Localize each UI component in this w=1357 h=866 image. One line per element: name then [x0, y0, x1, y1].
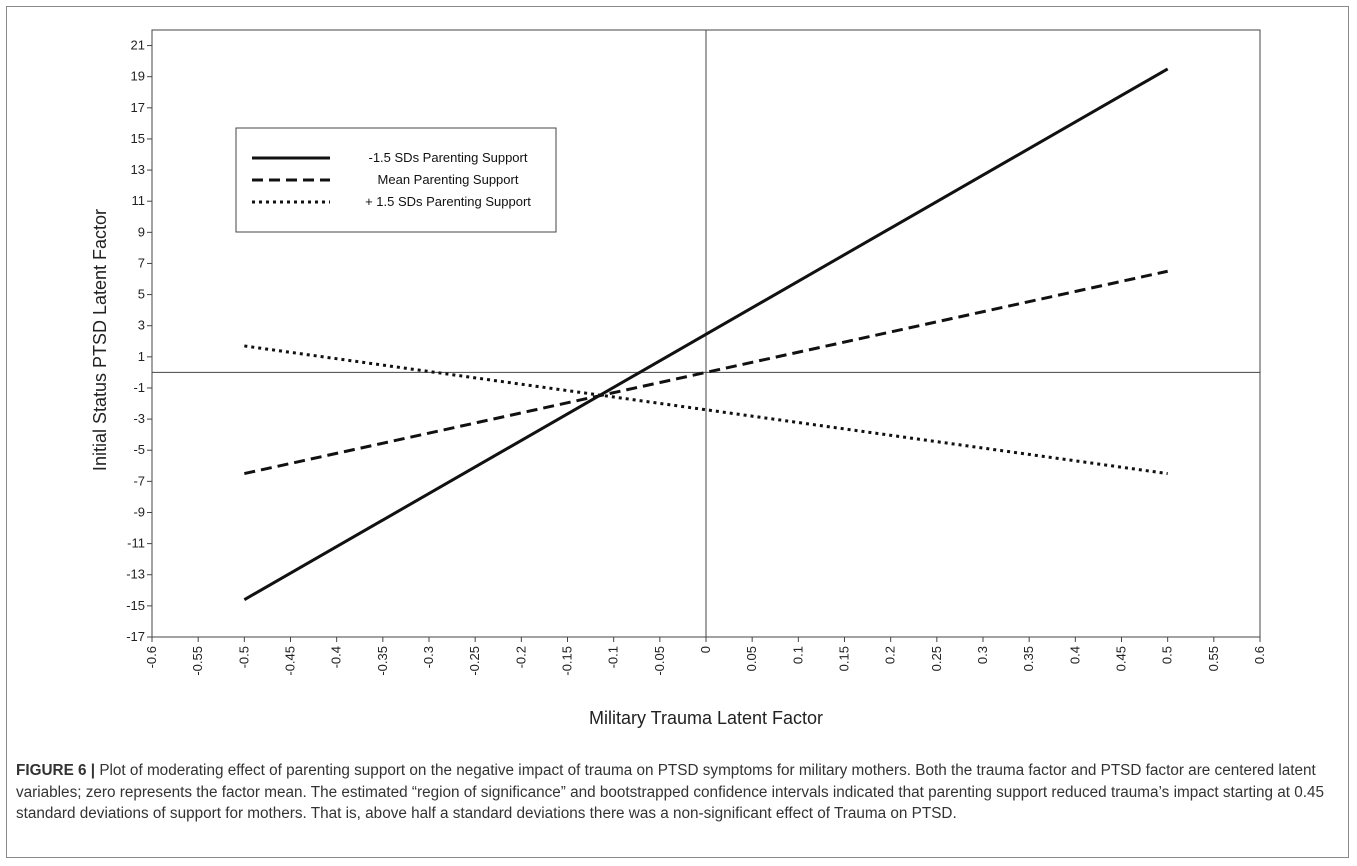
x-tick-label: 0 [698, 646, 713, 653]
x-tick-label: -0.25 [467, 646, 482, 676]
y-axis-ticks: 21 19 17 15 13 11 9 7 5 3 1 -1 -3 -5 -7 -9 -11 -13 -15 -17 [126, 38, 152, 644]
y-tick-label: 15 [131, 131, 145, 146]
x-tick-label: -0.4 [329, 646, 344, 668]
y-axis-label: Initial Status PTSD Latent Factor [90, 209, 110, 471]
y-tick-label: 7 [138, 255, 145, 270]
x-tick-label: 0.15 [837, 646, 852, 671]
y-tick-label: -15 [126, 598, 145, 613]
y-tick-label: -1 [133, 380, 145, 395]
x-tick-label: -0.45 [283, 646, 298, 676]
y-tick-label: 19 [131, 69, 145, 84]
y-tick-label: 17 [131, 100, 145, 115]
y-tick-label: 3 [138, 318, 145, 333]
x-tick-label: -0.5 [236, 646, 251, 668]
y-tick-label: -5 [133, 442, 145, 457]
x-axis-ticks: -0.6 -0.55 -0.5 -0.45 -0.4 -0.35 -0.3 -0.25 -0.2… [144, 637, 1267, 676]
series-line-2 [244, 269, 1168, 476]
x-tick-label: 0.05 [744, 646, 759, 671]
y-tick-label: -7 [133, 473, 145, 488]
legend-label-1: -1.5 SDs Parenting Support [369, 150, 528, 165]
x-tick-label: -0.05 [652, 646, 667, 676]
x-tick-label: -0.2 [513, 646, 528, 668]
y-tick-label: 21 [131, 38, 145, 53]
x-tick-label: 0.35 [1021, 646, 1036, 671]
x-tick-label: -0.15 [560, 646, 575, 676]
y-tick-label: 1 [138, 349, 145, 364]
x-tick-label: 0.5 [1160, 646, 1175, 664]
legend-entries: -1.5 SDs Parenting Support Mean Parenting… [252, 150, 531, 209]
y-tick-label: 5 [138, 287, 145, 302]
y-tick-label: 9 [138, 224, 145, 239]
x-tick-label: 0.55 [1206, 646, 1221, 671]
series-line-3 [244, 344, 1168, 476]
x-tick-label: -0.1 [606, 646, 621, 668]
x-tick-label: -0.55 [190, 646, 205, 676]
chart: 21191715131197531-1-3-5-7-9-11-13-15-17 … [90, 29, 1267, 728]
figure-caption: FIGURE 6 | Plot of moderating effect of … [16, 760, 1336, 825]
x-tick-label: 0.2 [883, 646, 898, 664]
legend-label-3: + 1.5 SDs Parenting Support [365, 194, 531, 209]
figure-frame [6, 6, 1349, 858]
caption-label: FIGURE 6 | [16, 762, 96, 779]
x-tick-label: 0.45 [1114, 646, 1129, 671]
y-tick-label: -13 [126, 567, 145, 582]
x-tick-label: -0.35 [375, 646, 390, 676]
y-tick-label: -3 [133, 411, 145, 426]
x-tick-label: 0.3 [975, 646, 990, 664]
series-line-1 [243, 67, 1169, 601]
series-lines [243, 67, 1169, 601]
x-tick-label: -0.6 [144, 646, 159, 668]
y-tick-label: -9 [133, 504, 145, 519]
x-axis-label: Military Trauma Latent Factor [589, 708, 823, 728]
x-tick-label: 0.25 [929, 646, 944, 671]
caption-text: Plot of moderating effect of parenting s… [16, 762, 1325, 822]
x-tick-label: -0.3 [421, 646, 436, 668]
legend-label-2: Mean Parenting Support [378, 172, 519, 187]
x-tick-label: 0.4 [1067, 646, 1082, 664]
y-tick-label: -11 [127, 536, 145, 551]
x-tick-label: 0.6 [1252, 646, 1267, 664]
y-tick-label: 11 [132, 193, 146, 208]
x-tick-label: 0.1 [790, 646, 805, 664]
y-tick-label: -17 [126, 629, 145, 644]
y-tick-label: 13 [131, 162, 145, 177]
